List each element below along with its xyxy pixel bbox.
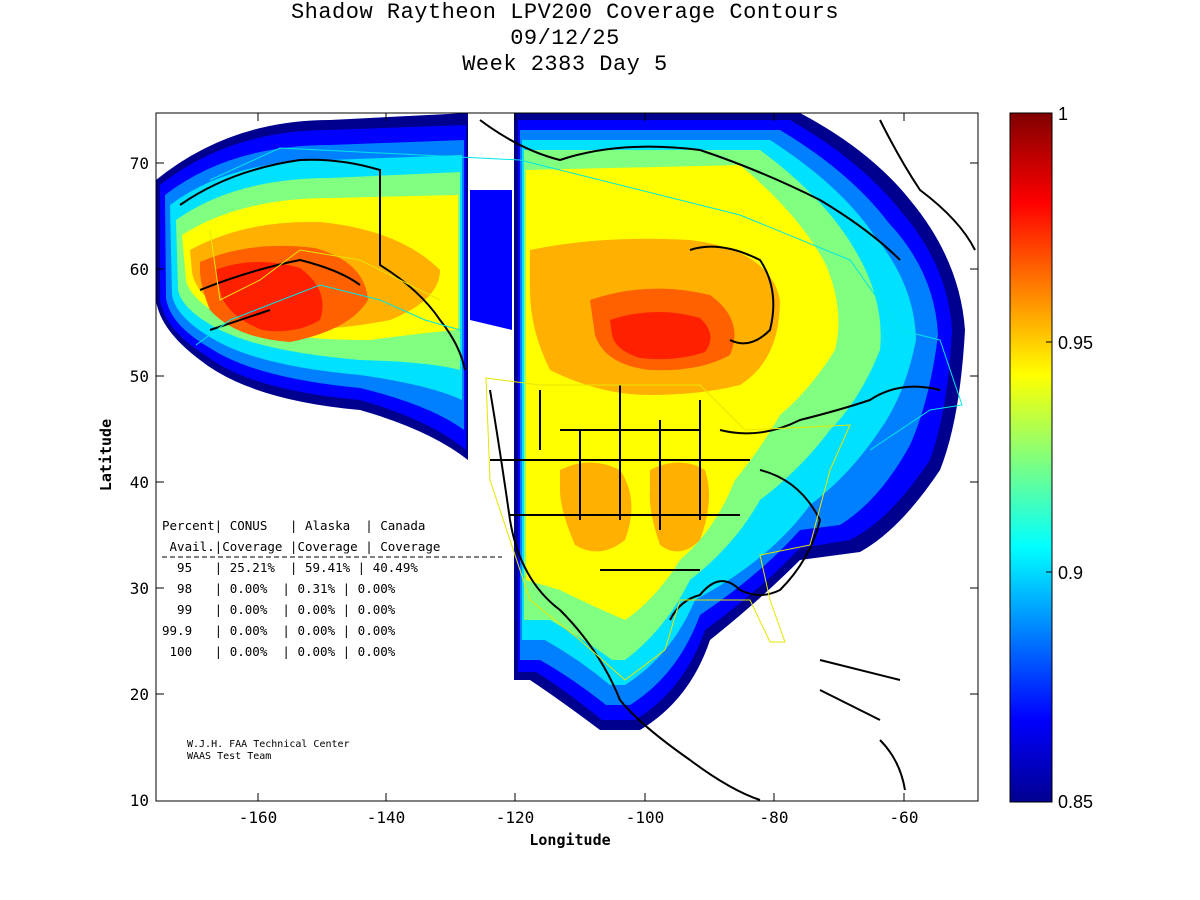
y-tick-label: 60 <box>130 260 149 279</box>
contour-alaska-8 <box>215 261 323 332</box>
y-tick-label: 20 <box>130 685 149 704</box>
y-axis-title: Latitude <box>97 419 115 491</box>
stats-row: 99 | 0.00% | 0.00% | 0.00% <box>162 602 396 617</box>
x-tick-label: -60 <box>890 808 919 827</box>
chart-title-line3: Week 2383 Day 5 <box>462 52 668 77</box>
credit-line-1: W.J.H. FAA Technical Center <box>187 739 350 750</box>
colorbar-label-max: 1 <box>1058 104 1068 124</box>
colorbar-ticks <box>1046 341 1052 573</box>
x-tick-label: -160 <box>239 808 278 827</box>
y-tick-label: 30 <box>130 579 149 598</box>
y-tick-label: 50 <box>130 367 149 386</box>
colorbar-label-min: 0.85 <box>1058 792 1093 812</box>
contour-gap-blue <box>470 190 512 330</box>
plot-frame <box>155 112 979 802</box>
contour-na-8 <box>610 311 711 360</box>
colorbar-label: 0.95 <box>1058 333 1093 353</box>
contour-na-6c <box>649 462 709 552</box>
alaska-boundary <box>209 147 963 451</box>
stats-row: 99.9 | 0.00% | 0.00% | 0.00% <box>162 623 396 638</box>
chart-title-line2: 09/12/25 <box>510 26 620 51</box>
stats-row: 100 | 0.00% | 0.00% | 0.00% <box>162 644 396 659</box>
x-tick-label: -120 <box>496 808 535 827</box>
x-tick-label: -80 <box>760 808 789 827</box>
x-tick-label: -140 <box>367 808 406 827</box>
stats-header-1: Percent| CONUS | Alaska | Canada <box>162 518 425 533</box>
stats-row: 98 | 0.00% | 0.31% | 0.00% <box>162 581 396 596</box>
coastlines <box>179 119 976 801</box>
alaska-yellow <box>209 229 441 301</box>
coverage-contours <box>156 113 965 801</box>
y-tick-label: 10 <box>130 791 149 810</box>
x-axis-title: Longitude <box>529 831 610 849</box>
x-tick-label: -100 <box>626 808 665 827</box>
chart-title-line1: Shadow Raytheon LPV200 Coverage Contours <box>290 0 840 25</box>
stats-header-2: Avail.|Coverage |Coverage | Coverage <box>162 539 440 554</box>
colorbar-label: 0.9 <box>1058 563 1083 583</box>
coverage-stats-table: Percent| CONUS | Alaska | Canada Avail.|… <box>162 518 502 659</box>
alaska-boundary-2 <box>195 284 461 346</box>
credit-line-2: WAAS Test Team <box>187 751 271 762</box>
conus-boundary <box>485 377 851 681</box>
service-boundaries <box>195 147 963 681</box>
colorbar <box>1009 112 1053 803</box>
axis-tick-marks <box>156 113 978 801</box>
stats-row: 95 | 25.21% | 59.41% | 40.49% <box>162 560 418 575</box>
contour-na-6b <box>560 462 632 552</box>
y-tick-label: 70 <box>130 154 149 173</box>
y-tick-label: 40 <box>130 473 149 492</box>
